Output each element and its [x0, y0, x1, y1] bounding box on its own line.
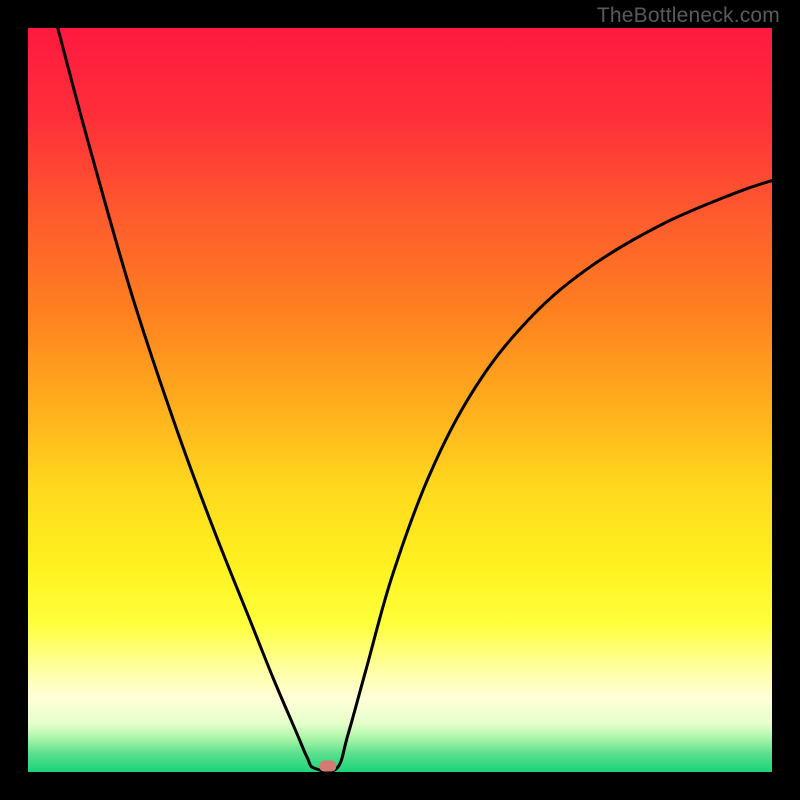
watermark-text: TheBottleneck.com	[597, 4, 780, 28]
chart-svg	[28, 28, 772, 772]
bottleneck-chart	[28, 28, 772, 772]
optimal-point-marker	[319, 761, 336, 772]
gradient-background	[28, 28, 772, 772]
